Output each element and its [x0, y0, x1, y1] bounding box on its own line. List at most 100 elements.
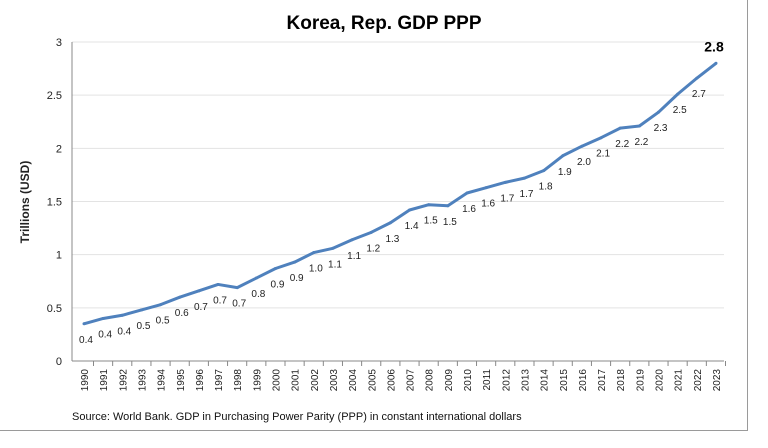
x-tick-label: 2000 [272, 369, 283, 392]
x-tick-label: 2011 [482, 369, 493, 391]
x-tick-label: 2021 [674, 369, 685, 392]
data-label: 2.7 [692, 89, 706, 100]
data-label: 1.1 [328, 259, 342, 270]
data-label: 1.4 [405, 221, 419, 232]
x-tick-label: 2023 [712, 369, 723, 392]
data-label: 1.3 [385, 234, 399, 245]
data-point [618, 126, 622, 130]
x-tick-label: 2009 [444, 369, 455, 392]
data-label: 0.6 [175, 308, 189, 319]
data-label: 1.2 [366, 243, 380, 254]
data-point [369, 230, 373, 234]
data-label: 0.7 [194, 302, 208, 313]
x-tick-label: 2018 [616, 369, 627, 392]
data-point [637, 124, 641, 128]
data-point [197, 289, 201, 293]
x-tick-label: 2014 [540, 369, 551, 392]
x-tick-label: 1995 [176, 369, 187, 392]
data-label: 1.0 [309, 264, 323, 275]
data-label: 2.0 [577, 157, 591, 168]
data-label: 1.6 [462, 204, 476, 215]
data-point [484, 186, 488, 190]
data-point [331, 246, 335, 250]
chart-frame [0, 0, 748, 431]
x-tick-label: 1996 [195, 369, 206, 392]
data-label: 1.6 [481, 199, 495, 210]
x-tick-label: 1993 [137, 369, 148, 392]
data-label: 1.5 [443, 217, 457, 228]
data-label: 2.1 [596, 149, 610, 160]
y-tick-label: 2.5 [47, 90, 62, 102]
data-label: 0.5 [137, 321, 151, 332]
data-point [216, 282, 220, 286]
data-label: 1.1 [347, 251, 361, 262]
data-point [561, 154, 565, 158]
data-label: 0.7 [213, 295, 227, 306]
data-label: 1.7 [520, 189, 534, 200]
data-point [408, 208, 412, 212]
data-label: 2.8 [704, 38, 724, 54]
x-tick-label: 2015 [559, 369, 570, 392]
data-point [657, 110, 661, 114]
x-tick-label: 2002 [310, 369, 321, 392]
x-tick-label: 2017 [597, 369, 608, 392]
x-tick-label: 1990 [80, 369, 91, 392]
x-tick-label: 2008 [425, 369, 436, 392]
data-point [465, 191, 469, 195]
y-tick-label: 2 [56, 143, 62, 155]
data-point [293, 260, 297, 264]
y-tick-label: 0.5 [47, 303, 62, 315]
data-label: 0.9 [271, 279, 285, 290]
data-point [599, 136, 603, 140]
data-point [350, 238, 354, 242]
x-tick-label: 2019 [635, 369, 646, 392]
x-tick-label: 2022 [693, 369, 704, 392]
data-label: 2.3 [654, 123, 668, 134]
data-label: 2.2 [634, 137, 648, 148]
data-label: 0.7 [232, 299, 246, 310]
data-point [120, 313, 124, 317]
x-tick-label: 1991 [99, 369, 110, 392]
data-point [388, 221, 392, 225]
data-point [580, 144, 584, 148]
data-label: 0.4 [98, 329, 112, 340]
y-tick-label: 0 [56, 356, 62, 368]
data-point [542, 169, 546, 173]
data-label: 1.7 [500, 193, 514, 204]
source-note: Source: World Bank. GDP in Purchasing Po… [72, 411, 522, 423]
data-point [446, 204, 450, 208]
data-label: 0.4 [79, 335, 93, 346]
y-tick-label: 1.5 [47, 197, 62, 209]
data-point [312, 251, 316, 255]
data-point [274, 266, 278, 270]
data-label: 0.5 [156, 316, 170, 327]
data-point [254, 276, 258, 280]
data-label: 1.9 [558, 167, 572, 178]
x-tick-label: 1992 [118, 369, 129, 392]
x-tick-label: 2020 [655, 369, 666, 392]
data-label: 2.2 [615, 139, 629, 150]
x-tick-label: 2013 [520, 369, 531, 392]
data-label: 1.5 [424, 216, 438, 227]
x-tick-label: 2006 [386, 369, 397, 392]
data-label: 0.9 [290, 273, 304, 284]
x-tick-label: 2012 [501, 369, 512, 392]
x-tick-label: 2001 [291, 369, 302, 392]
chart-title: Korea, Rep. GDP PPP [287, 13, 482, 34]
y-tick-label: 1 [56, 250, 62, 262]
data-label: 0.8 [251, 289, 265, 300]
data-label: 2.5 [673, 105, 687, 116]
x-tick-label: 2007 [406, 369, 417, 392]
data-label: 1.8 [539, 182, 553, 193]
data-point [139, 308, 143, 312]
x-tick-label: 1998 [233, 369, 244, 392]
data-point [82, 322, 86, 326]
data-point [101, 316, 105, 320]
data-point [503, 180, 507, 184]
series-line [83, 62, 717, 326]
x-tick-label: 2016 [578, 369, 589, 392]
data-label: 0.4 [117, 326, 131, 337]
data-point [235, 286, 239, 290]
x-tick-label: 1997 [214, 369, 225, 392]
